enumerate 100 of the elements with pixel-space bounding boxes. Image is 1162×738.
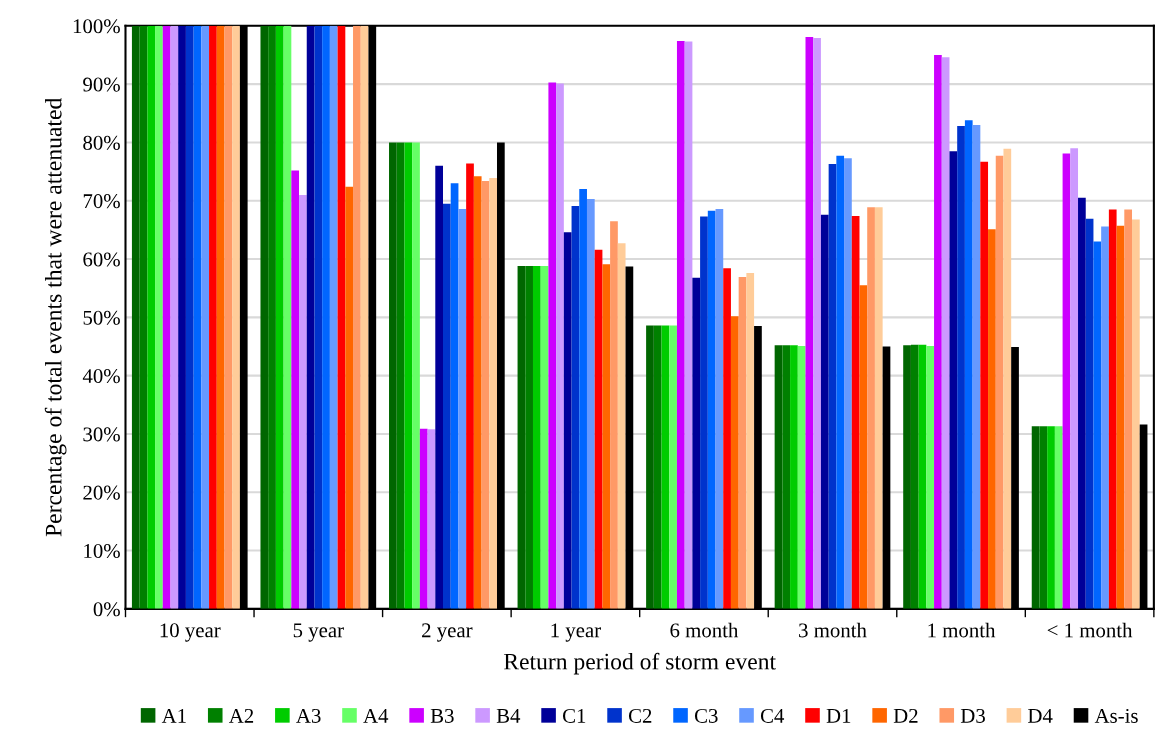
y-tick-label: 70% — [83, 194, 120, 209]
bar — [579, 189, 587, 609]
bar — [1039, 426, 1048, 609]
bar — [131, 25, 140, 609]
x-tick-label: 1 month — [928, 622, 996, 638]
bar — [1047, 426, 1055, 609]
legend-label: C2 — [628, 708, 652, 723]
bar — [813, 38, 821, 609]
legend-label: D1 — [826, 708, 851, 723]
y-tick-label: 0% — [93, 602, 120, 617]
bar — [980, 161, 989, 609]
bar — [746, 273, 755, 609]
bar — [926, 345, 935, 609]
legend-label: D4 — [1028, 708, 1053, 723]
bar — [419, 428, 428, 609]
bar — [540, 266, 549, 609]
bar — [1031, 426, 1040, 609]
bar — [957, 126, 965, 609]
bar — [473, 176, 482, 609]
bar — [903, 345, 911, 609]
bar — [548, 82, 557, 609]
y-tick-label: 60% — [83, 252, 120, 267]
bar — [458, 208, 467, 609]
bar — [828, 164, 837, 609]
bar — [820, 214, 829, 609]
y-tick-label: 50% — [83, 310, 120, 325]
bar — [851, 215, 860, 609]
bar — [299, 194, 307, 609]
bar — [964, 120, 973, 609]
bar — [162, 25, 171, 609]
bar — [707, 210, 716, 609]
bar — [329, 25, 338, 609]
bar — [155, 25, 163, 609]
bar — [556, 83, 564, 609]
bar — [216, 25, 225, 609]
y-tick-label: 80% — [83, 135, 120, 150]
x-tick-label: 6 month — [670, 622, 739, 638]
bar — [224, 25, 233, 609]
bar — [1003, 148, 1012, 609]
y-tick-label: 40% — [82, 369, 120, 384]
bar — [805, 36, 814, 609]
bar — [617, 243, 626, 609]
bar — [147, 25, 156, 609]
bar — [676, 40, 685, 609]
bar — [844, 158, 852, 609]
bar — [949, 151, 958, 609]
bar — [684, 41, 693, 609]
legend-label: D3 — [960, 708, 985, 723]
bar — [730, 316, 739, 609]
legend-label: B3 — [430, 708, 454, 723]
x-tick-label: 5 year — [293, 623, 344, 642]
bar — [867, 207, 875, 609]
bar — [918, 344, 927, 609]
bar — [427, 429, 436, 609]
legend-label: As-is — [1094, 708, 1138, 723]
x-tick-label: 3 month — [799, 622, 867, 638]
bar — [360, 25, 369, 609]
bar — [268, 25, 276, 609]
bar — [661, 325, 670, 609]
bar — [337, 25, 346, 609]
bar — [139, 25, 148, 609]
bar — [185, 25, 194, 609]
bar — [396, 142, 405, 609]
bar — [972, 124, 981, 609]
bar — [1054, 426, 1063, 609]
y-tick-label: 100% — [73, 19, 120, 34]
legend-label: C1 — [562, 708, 586, 723]
bar — [586, 198, 595, 609]
bar — [314, 25, 323, 609]
bar — [669, 325, 677, 609]
y-tick-label: 10% — [84, 543, 120, 559]
bar — [525, 266, 533, 609]
bar — [283, 25, 292, 609]
x-tick-label: 2 year — [422, 623, 473, 642]
bar — [646, 325, 654, 609]
bar — [1070, 148, 1079, 609]
bar — [941, 57, 950, 609]
bar — [571, 205, 580, 609]
bar — [859, 285, 868, 609]
bar — [353, 25, 361, 609]
bar — [193, 25, 202, 609]
bar — [563, 232, 572, 609]
bar — [412, 142, 420, 609]
bar — [723, 268, 731, 609]
legend-label: A1 — [161, 708, 186, 723]
bar — [1085, 218, 1094, 609]
bar — [874, 207, 883, 609]
bar — [774, 345, 783, 609]
bar — [306, 25, 315, 609]
bar — [201, 25, 210, 609]
bar — [934, 54, 942, 609]
bar — [782, 345, 791, 609]
bar — [1116, 225, 1125, 609]
bar — [692, 277, 701, 609]
bar — [715, 208, 724, 609]
bar — [345, 186, 354, 609]
bar — [466, 163, 474, 609]
bar — [738, 277, 747, 609]
bar — [1078, 197, 1086, 609]
bar — [532, 266, 541, 609]
